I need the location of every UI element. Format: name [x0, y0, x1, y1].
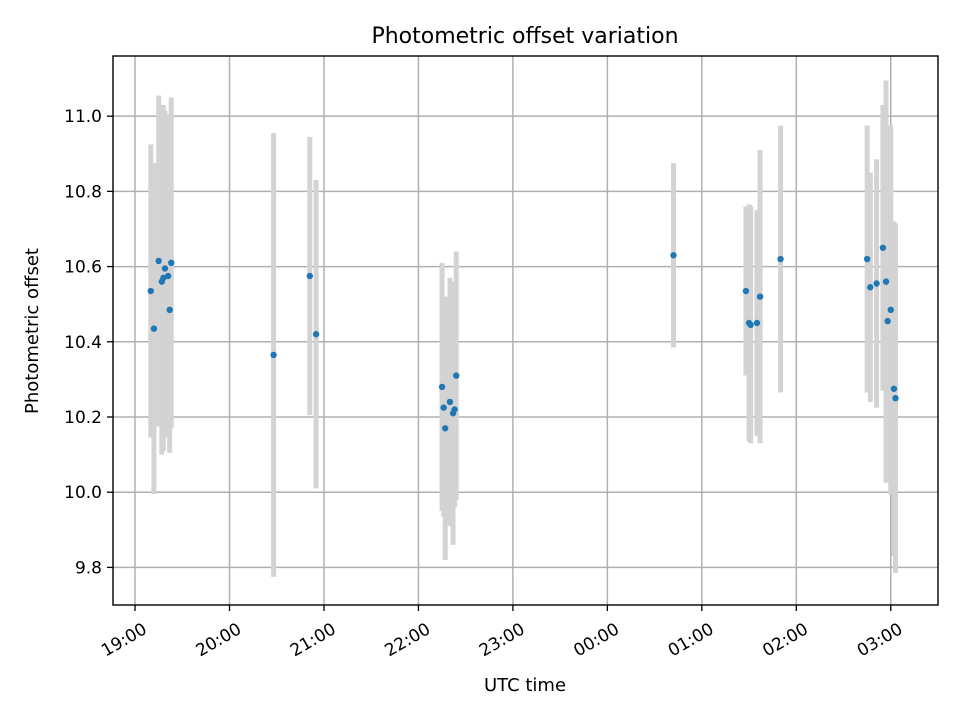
data-point: [155, 257, 162, 265]
data-point: [753, 319, 761, 327]
data-point: [150, 325, 158, 332]
data-point: [440, 404, 447, 411]
y-tick-label: 10.8: [64, 182, 102, 202]
chart-title: Photometric offset variation: [371, 24, 678, 49]
data-point: [882, 278, 890, 285]
data-point: [446, 398, 454, 406]
y-tick-label: 11.0: [64, 107, 102, 127]
data-point: [168, 259, 175, 267]
data-point: [438, 383, 446, 391]
data-point: [166, 306, 173, 314]
data-point: [873, 280, 880, 287]
data-point: [312, 331, 320, 338]
y-tick-label: 9.8: [75, 558, 102, 578]
y-tick-label: 10.0: [64, 483, 102, 503]
data-point: [453, 372, 460, 379]
data-point: [670, 252, 677, 259]
data-points: [147, 244, 899, 432]
grid: [113, 56, 938, 605]
data-point: [892, 394, 899, 402]
data-point: [879, 244, 887, 251]
data-point: [306, 272, 314, 280]
data-point: [161, 265, 169, 272]
data-point: [867, 284, 874, 291]
data-point: [863, 255, 871, 263]
data-point: [777, 255, 784, 263]
y-tick-label: 10.2: [64, 408, 102, 428]
plot-frame: [112, 55, 939, 606]
data-point: [884, 317, 891, 325]
data-point: [756, 293, 764, 300]
data-point: [747, 321, 754, 329]
y-axis-label: Photometric offset: [22, 248, 43, 414]
data-point: [887, 306, 894, 314]
data-point: [270, 351, 277, 359]
data-point: [164, 272, 172, 280]
y-tick-label: 10.4: [64, 333, 102, 353]
data-point: [742, 287, 750, 295]
data-point: [442, 425, 449, 432]
x-axis-label: UTC time: [484, 675, 566, 696]
data-point: [451, 406, 458, 413]
data-point: [147, 287, 154, 295]
y-tick-label: 10.6: [64, 258, 102, 278]
data-point: [890, 385, 898, 392]
